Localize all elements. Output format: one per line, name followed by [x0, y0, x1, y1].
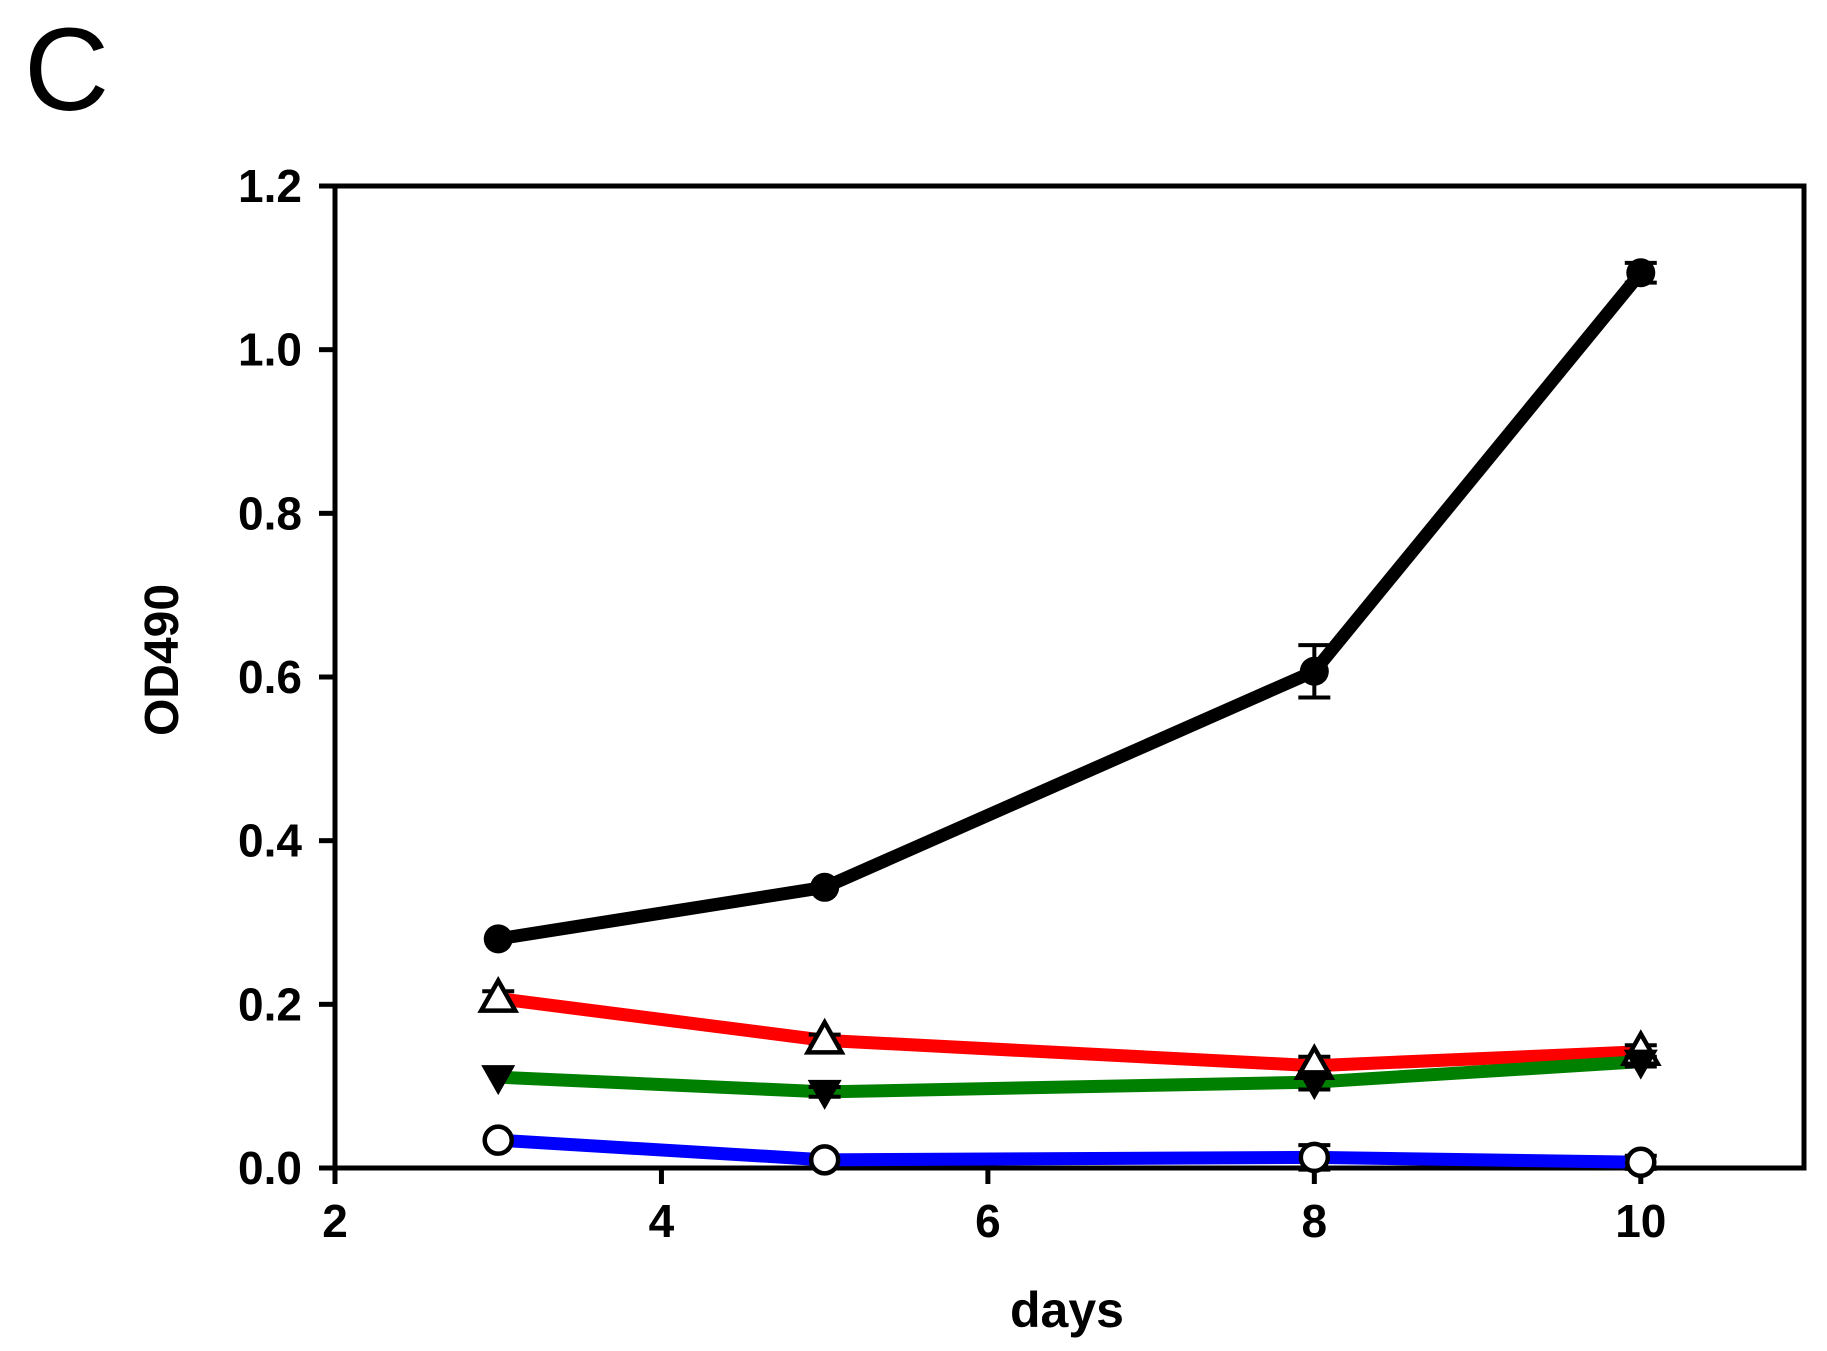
marker-green-filled-triangle-down-day-3 [481, 1065, 516, 1096]
y-axis-tick-label: 0.6 [238, 651, 302, 703]
marker-blue-open-circle-day-8 [1298, 1141, 1331, 1174]
x-axis-tick-label: 2 [322, 1195, 348, 1247]
marker-red-open-triangle-up-day-5 [803, 1017, 846, 1055]
y-axis-tick-label: 0.2 [238, 978, 302, 1030]
series-line-blue-open-circle [497, 1133, 1641, 1169]
panel-label: C [24, 4, 110, 136]
marker-green-filled-triangle-down-day-10 [1623, 1049, 1658, 1080]
marker-green-filled-triangle-down-day-5 [807, 1079, 842, 1110]
x-axis-title: days [1010, 1282, 1124, 1338]
marker-black-filled-circle-day-10 [1626, 258, 1656, 288]
x-axis-tick-label: 6 [975, 1195, 1001, 1247]
marker-black-filled-circle-day-8 [1299, 656, 1329, 686]
marker-black-filled-circle-day-3 [483, 924, 513, 954]
marker-black-filled-circle-day-5 [810, 872, 840, 902]
marker-green-filled-triangle-down-day-8 [1297, 1070, 1332, 1101]
y-axis-tick-label: 0.8 [238, 487, 302, 539]
x-axis-tick-label: 8 [1302, 1195, 1328, 1247]
y-axis-tick-label: 1.0 [238, 324, 302, 376]
series-line-green-filled-triangle-down [497, 1055, 1642, 1099]
y-axis-tick-label: 0.0 [238, 1142, 302, 1194]
x-axis-tick-label: 10 [1615, 1195, 1666, 1247]
marker-blue-open-circle-day-5 [808, 1144, 841, 1176]
y-axis-tick-label: 1.2 [238, 160, 302, 212]
y-axis-tick-label: 0.4 [238, 815, 302, 867]
x-axis-tick-label: 4 [649, 1195, 675, 1247]
series-line-red-open-triangle-up [497, 992, 1642, 1073]
marker-blue-open-circle-day-3 [482, 1124, 514, 1156]
series-line-black-filled-circle [497, 268, 1646, 946]
marker-red-open-triangle-up-day-3 [477, 976, 520, 1013]
marker-blue-open-circle-day-10 [1625, 1146, 1657, 1179]
